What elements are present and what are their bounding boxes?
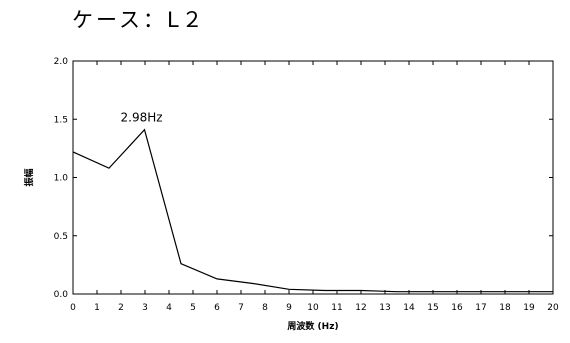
x-tick-label: 3 bbox=[142, 303, 148, 313]
x-tick-label: 19 bbox=[523, 303, 535, 313]
x-tick-label: 15 bbox=[427, 303, 438, 313]
x-tick-label: 2 bbox=[118, 303, 124, 313]
y-tick-label: 0.0 bbox=[54, 290, 69, 300]
x-tick-label: 17 bbox=[475, 303, 486, 313]
axis-tick-labels: 0 1 2 3 4 5 6 7 8 9 10 11 12 13 14 15 16 17 18 19 200.00.51.… bbox=[54, 57, 559, 313]
x-tick-label: 18 bbox=[499, 303, 511, 313]
x-tick-label: 13 bbox=[379, 303, 390, 313]
x-tick-label: 12 bbox=[355, 303, 366, 313]
x-tick-label: 4 bbox=[166, 303, 172, 313]
plot-frame bbox=[72, 60, 554, 295]
y-tick-label: 0.5 bbox=[54, 232, 68, 242]
y-tick-label: 1.0 bbox=[54, 174, 69, 184]
x-tick-label: 1 bbox=[94, 303, 100, 313]
x-tick-label: 5 bbox=[190, 303, 196, 313]
axis-ticks bbox=[72, 60, 554, 295]
y-tick-label: 2.0 bbox=[54, 57, 69, 67]
x-tick-label: 11 bbox=[331, 303, 342, 313]
y-axis-label: 振幅 bbox=[23, 168, 35, 186]
x-tick-label: 14 bbox=[403, 303, 415, 313]
chart-title: ケース：L２ bbox=[72, 8, 206, 32]
series-line bbox=[72, 128, 553, 293]
x-tick-label: 10 bbox=[307, 303, 319, 313]
x-tick-label: 8 bbox=[262, 303, 268, 313]
x-tick-label: 9 bbox=[286, 303, 292, 313]
x-tick-label: 6 bbox=[214, 303, 220, 313]
x-tick-label: 0 bbox=[70, 303, 76, 313]
x-tick-label: 16 bbox=[451, 303, 463, 313]
x-tick-label: 7 bbox=[238, 303, 244, 313]
peak-annotation: 2.98Hz bbox=[121, 111, 163, 125]
y-tick-label: 1.5 bbox=[54, 115, 68, 125]
x-axis-label: 周波数 (Hz) bbox=[287, 320, 338, 332]
x-tick-label: 20 bbox=[547, 303, 559, 313]
